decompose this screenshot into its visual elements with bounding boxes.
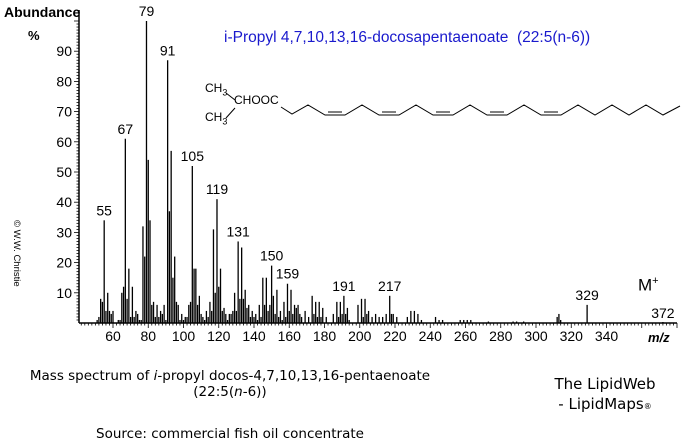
x-tick-label: 140 bbox=[242, 328, 266, 344]
peak-label: 91 bbox=[160, 42, 176, 58]
x-tick-label: 340 bbox=[595, 328, 619, 344]
x-axis-title: m/z bbox=[648, 330, 670, 345]
y-tick-label: 70 bbox=[56, 104, 72, 120]
x-tick-label: 160 bbox=[278, 328, 302, 344]
caption-line-2: (22:5(n-6)) bbox=[193, 384, 267, 400]
peak-label: 150 bbox=[260, 248, 284, 264]
peak-label: 329 bbox=[575, 287, 599, 303]
y-axis-unit: % bbox=[28, 28, 40, 43]
credit: The LipidWeb - LipidMaps® bbox=[530, 374, 680, 417]
structure-ch3-top: CH3 bbox=[205, 81, 228, 98]
x-tick-label: 220 bbox=[383, 328, 407, 344]
x-tick-label: 120 bbox=[207, 328, 231, 344]
peak-label: 131 bbox=[226, 223, 250, 239]
y-tick-label: 10 bbox=[56, 285, 72, 301]
x-tick-label: 100 bbox=[172, 328, 196, 344]
chart-title: i-Propyl 4,7,10,13,16-docosapentaenoate … bbox=[224, 29, 591, 46]
x-tick-label: 280 bbox=[489, 328, 513, 344]
x-tick-label: 60 bbox=[105, 328, 121, 344]
x-tick-label: 240 bbox=[419, 328, 443, 344]
peak-labels: 55 67 79 91 105 119 131 150 159 191 217 329 372 bbox=[96, 3, 674, 321]
spectrum-peaks bbox=[96, 21, 664, 323]
tick-labels: 10 20 30 40 50 60 70 80 90 60 80 100 120 140 160 180 200… bbox=[56, 43, 618, 344]
molecular-ion-label: M+ bbox=[638, 275, 659, 295]
chemical-structure bbox=[225, 92, 681, 119]
x-tick-label: 80 bbox=[140, 328, 156, 344]
peak-label: 67 bbox=[118, 121, 134, 137]
y-tick-label: 80 bbox=[56, 73, 72, 89]
figure-caption: Mass spectrum of i-propyl docos-4,7,10,1… bbox=[20, 368, 440, 400]
y-tick-label: 40 bbox=[56, 194, 72, 210]
y-axis-title: Abundance bbox=[4, 4, 81, 20]
peak-label: 105 bbox=[181, 148, 205, 164]
peak-label: 79 bbox=[139, 3, 155, 19]
y-tick-label: 90 bbox=[56, 43, 72, 59]
y-tick-label: 50 bbox=[56, 164, 72, 180]
credit-line-1: The LipidWeb bbox=[554, 375, 656, 393]
y-tick-label: 30 bbox=[56, 224, 72, 240]
peak-label: 119 bbox=[206, 181, 229, 197]
y-tick-label: 20 bbox=[56, 255, 72, 271]
x-tick-label: 200 bbox=[348, 328, 372, 344]
structure-ch3-bottom: CH3 bbox=[205, 110, 228, 127]
y-tick-label: 60 bbox=[56, 134, 72, 150]
peak-label: 159 bbox=[276, 266, 300, 282]
peak-label: 191 bbox=[332, 278, 356, 294]
caption-line-1: Mass spectrum of i-propyl docos-4,7,10,1… bbox=[29, 368, 431, 384]
x-tick-label: 300 bbox=[524, 328, 548, 344]
credit-line-2: - LipidMaps® bbox=[558, 395, 652, 413]
x-tick-label: 180 bbox=[313, 328, 337, 344]
x-tick-label: 260 bbox=[454, 328, 478, 344]
x-tick-label: 320 bbox=[560, 328, 584, 344]
peak-label: 372 bbox=[651, 305, 675, 321]
structure-ester-group: CHOOC bbox=[234, 93, 279, 107]
source-note: Source: commercial fish oil concentrate bbox=[96, 426, 364, 442]
peak-label: 55 bbox=[96, 202, 112, 218]
copyright-notice: © W.W. Christie bbox=[11, 220, 22, 287]
peak-label: 217 bbox=[378, 278, 402, 294]
